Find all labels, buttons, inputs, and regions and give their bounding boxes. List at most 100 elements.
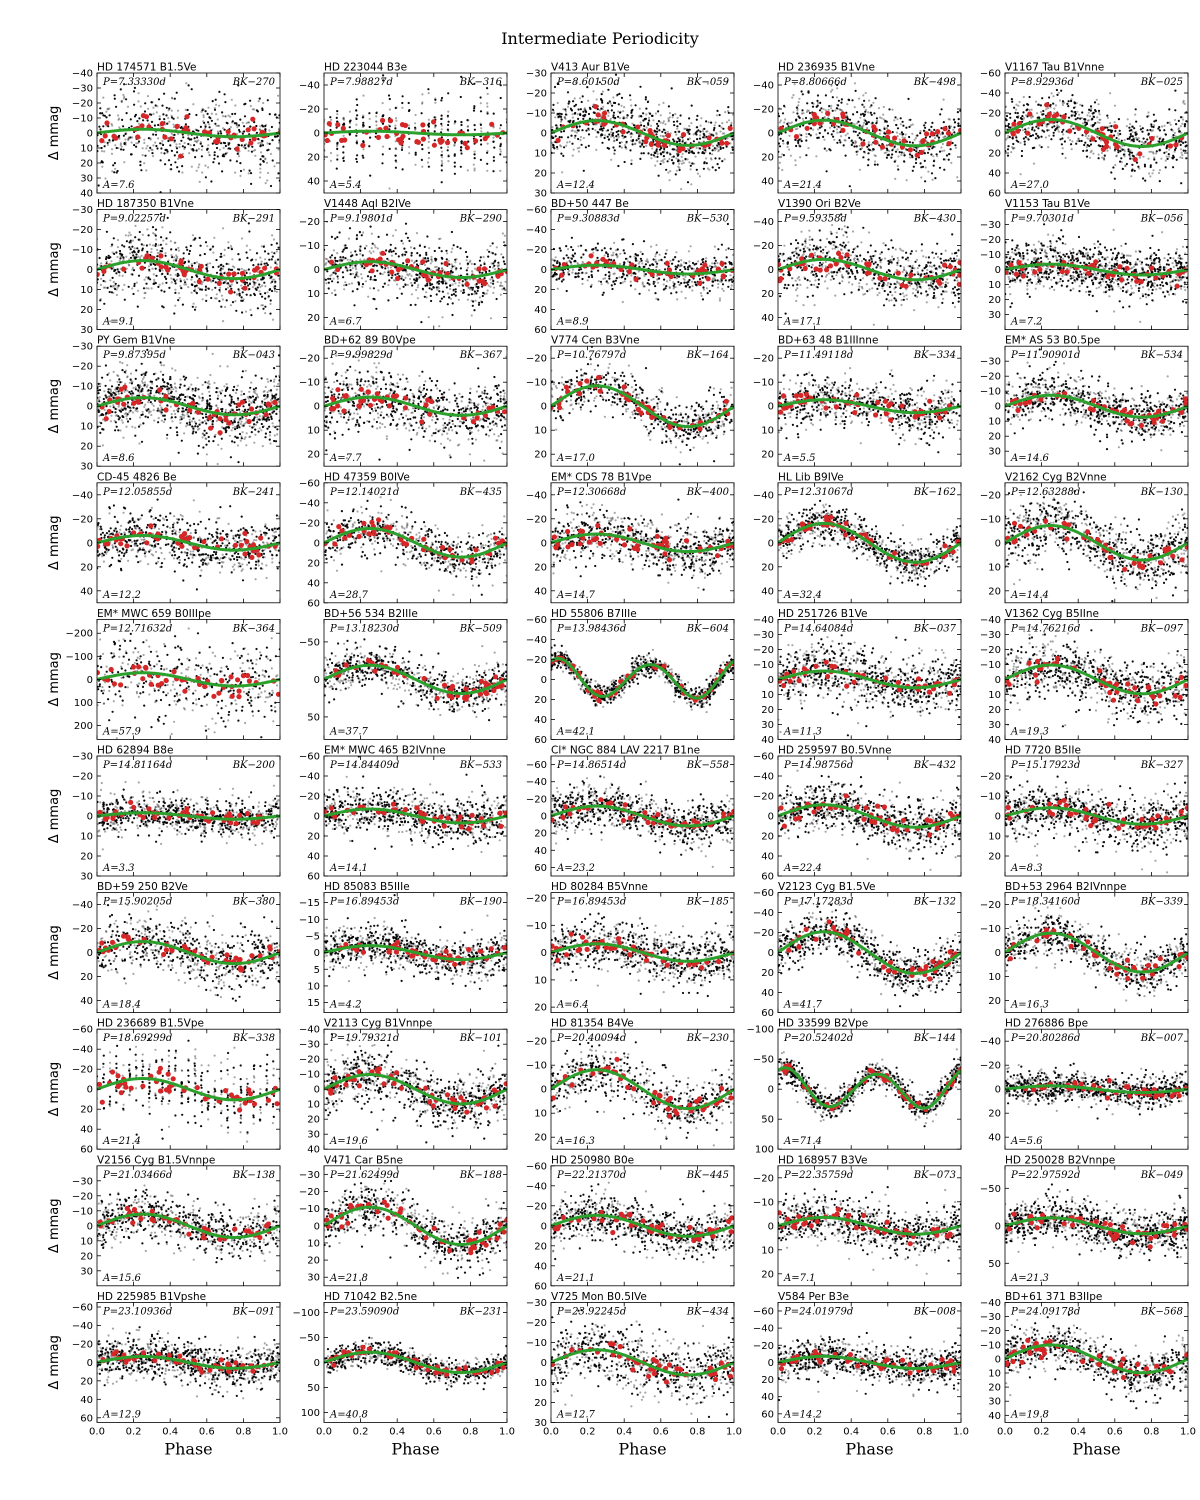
data-point <box>838 108 841 111</box>
data-point <box>658 148 662 151</box>
data-point <box>1030 134 1033 138</box>
data-point <box>388 250 391 253</box>
data-point <box>440 122 443 125</box>
data-point <box>396 296 399 300</box>
data-point <box>152 112 155 115</box>
data-point <box>1114 163 1117 167</box>
data-point <box>794 159 797 162</box>
data-point <box>480 130 483 133</box>
data-point <box>1070 99 1073 103</box>
data-point <box>261 124 264 127</box>
data-point <box>145 147 148 150</box>
data-point <box>1012 142 1015 146</box>
data-point <box>102 279 105 283</box>
data-point <box>127 285 130 288</box>
data-point <box>204 241 208 244</box>
data-point <box>487 284 490 287</box>
data-point <box>858 168 862 171</box>
data-point <box>616 93 619 96</box>
data-point <box>136 120 139 123</box>
data-point <box>552 136 555 139</box>
data-point <box>440 154 443 157</box>
data-point <box>273 287 276 290</box>
data-point <box>137 289 140 292</box>
data-point <box>1181 122 1184 125</box>
data-point <box>249 248 252 251</box>
data-point <box>119 142 122 145</box>
data-point <box>845 114 849 117</box>
data-point <box>713 126 716 130</box>
data-point <box>348 282 351 286</box>
data-point <box>630 139 633 142</box>
data-point <box>1037 136 1040 139</box>
data-point <box>943 168 946 171</box>
data-point <box>1125 125 1128 128</box>
data-point <box>154 244 157 247</box>
data-point <box>475 278 478 281</box>
data-point <box>1168 121 1171 124</box>
data-point <box>183 147 186 150</box>
data-point <box>170 168 173 171</box>
data-point <box>1089 109 1092 112</box>
data-point <box>362 115 365 119</box>
data-point <box>664 123 667 126</box>
data-point <box>1096 136 1099 139</box>
data-point <box>404 276 407 279</box>
data-point <box>639 157 642 160</box>
data-point <box>718 166 721 169</box>
data-point <box>230 121 233 124</box>
data-point <box>238 289 241 292</box>
data-point <box>436 281 439 284</box>
data-point <box>163 275 167 278</box>
binned-point <box>102 133 108 139</box>
data-point <box>1070 114 1073 117</box>
data-point <box>563 116 566 119</box>
data-point <box>684 150 688 153</box>
data-point <box>427 267 431 270</box>
data-point <box>481 271 484 274</box>
data-point <box>696 114 699 117</box>
data-point <box>866 127 869 130</box>
data-point <box>640 115 643 118</box>
binned-point <box>1149 135 1155 142</box>
data-point <box>504 288 507 292</box>
data-point <box>424 257 427 260</box>
data-point <box>427 122 431 125</box>
data-point <box>473 167 476 170</box>
data-point <box>114 144 117 147</box>
data-point <box>1054 129 1057 132</box>
data-point <box>253 281 256 284</box>
data-point <box>427 118 430 121</box>
data-point <box>1153 124 1156 127</box>
data-point <box>118 259 121 262</box>
data-point <box>850 143 853 147</box>
data-point <box>1165 150 1168 153</box>
data-point <box>212 266 215 269</box>
data-point <box>1080 116 1083 120</box>
data-point <box>486 162 489 165</box>
data-point <box>173 154 176 157</box>
data-point <box>113 287 116 290</box>
data-point <box>893 119 896 122</box>
data-point <box>716 163 719 166</box>
data-point <box>503 262 506 266</box>
data-point <box>613 149 616 152</box>
binned-point <box>1054 112 1060 118</box>
data-point <box>229 268 232 271</box>
data-point <box>836 83 839 87</box>
data-point <box>556 101 559 105</box>
data-point <box>266 179 269 182</box>
y-tick-label: −60 <box>980 69 1001 80</box>
data-point <box>123 298 126 301</box>
data-point <box>936 134 939 137</box>
data-point <box>667 119 671 122</box>
data-point <box>823 147 826 150</box>
data-point <box>710 121 713 124</box>
data-point <box>1006 136 1009 140</box>
data-point <box>223 271 226 274</box>
data-point <box>705 157 708 160</box>
data-point <box>818 109 822 112</box>
data-point <box>416 252 419 255</box>
data-point <box>171 256 174 259</box>
data-point <box>662 128 666 131</box>
